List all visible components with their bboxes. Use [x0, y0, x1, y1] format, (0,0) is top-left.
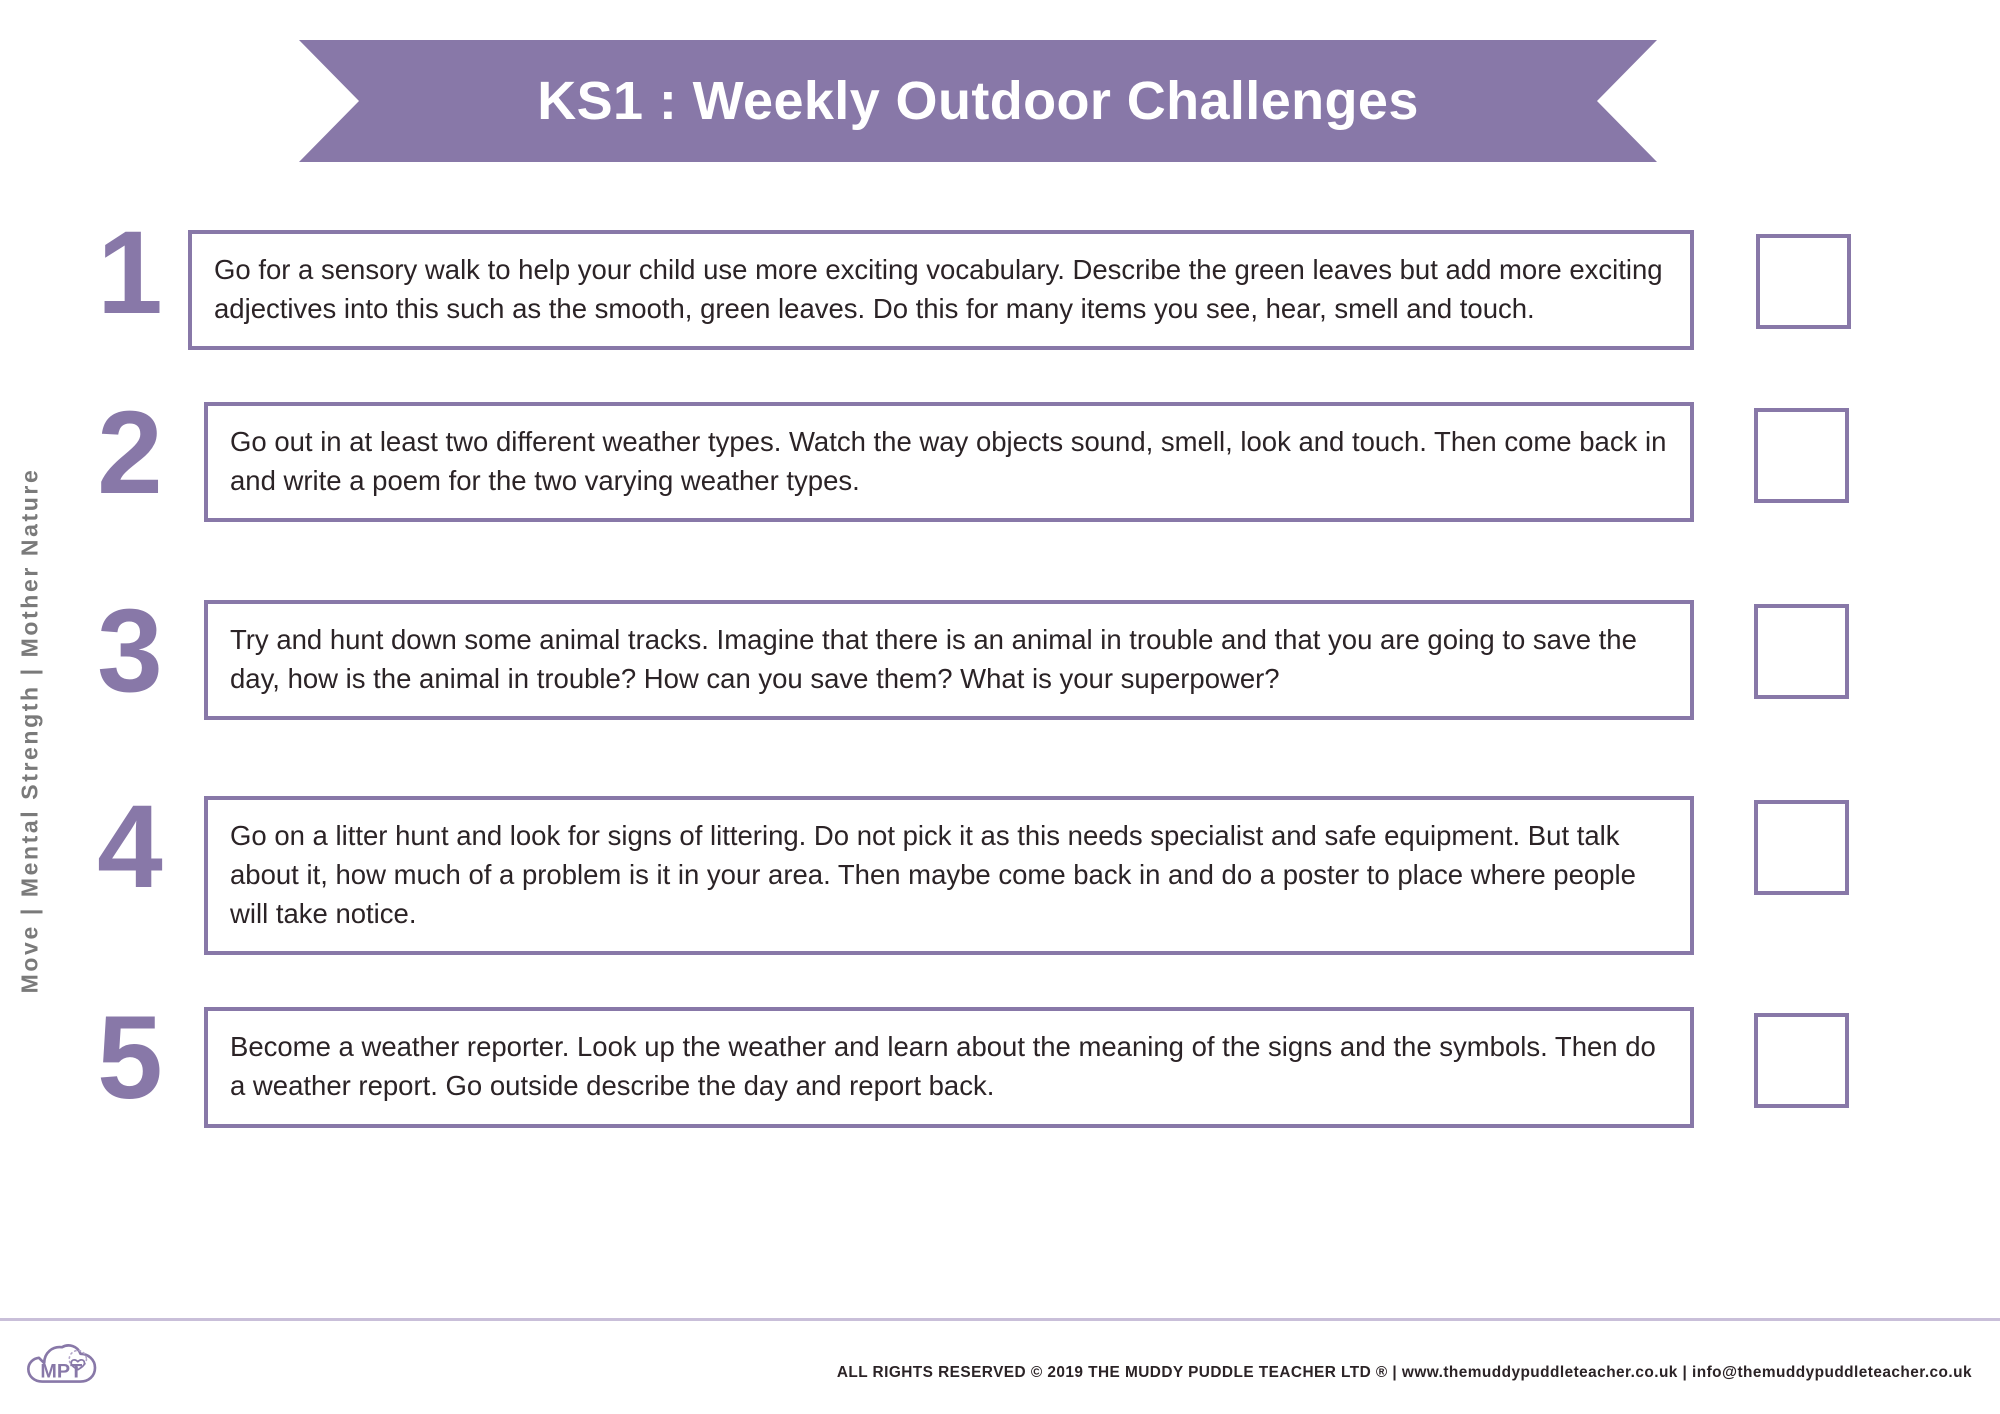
- challenge-number: 2: [97, 387, 163, 520]
- page-title: KS1 : Weekly Outdoor Challenges: [537, 71, 1419, 131]
- vertical-theme-label: Move | Mental Strength | Mother Nature: [0, 380, 60, 1080]
- challenge-row: 1 Go for a sensory walk to help your chi…: [80, 214, 1960, 351]
- header-ribbon: KS1 : Weekly Outdoor Challenges: [299, 40, 1657, 162]
- challenge-checkbox[interactable]: [1754, 408, 1849, 504]
- challenge-text-box: Go on a litter hunt and look for signs o…: [204, 796, 1694, 956]
- challenge-list: 1 Go for a sensory walk to help your chi…: [80, 214, 1960, 1128]
- challenge-text-box: Become a weather reporter. Look up the w…: [204, 1007, 1694, 1128]
- mpt-logo-text: MPT: [40, 1361, 82, 1383]
- challenge-row: 5 Become a weather reporter. Look up the…: [80, 1000, 1960, 1128]
- header-banner-area: KS1 : Weekly Outdoor Challenges: [0, 40, 2000, 162]
- footer-credit-text: ALL RIGHTS RESERVED © 2019 THE MUDDY PUD…: [836, 1364, 1972, 1381]
- footer: MPT ALL RIGHTS RESERVED © 2019 THE MUDDY…: [0, 1322, 2000, 1414]
- challenge-checkbox[interactable]: [1754, 800, 1849, 896]
- challenge-checkbox[interactable]: [1756, 234, 1851, 329]
- footer-divider: [0, 1318, 2000, 1321]
- challenge-number: 1: [97, 207, 163, 339]
- challenge-number: 4: [97, 781, 163, 914]
- challenge-row: 4 Go on a litter hunt and look for signs…: [80, 788, 1960, 956]
- mpt-cloud-logo: MPT: [22, 1338, 102, 1404]
- vertical-theme-label-text: Move | Mental Strength | Mother Nature: [16, 467, 43, 993]
- challenge-text-box: Go for a sensory walk to help your child…: [188, 230, 1694, 351]
- challenge-row: 2 Go out in at least two different weath…: [80, 394, 1960, 523]
- challenge-text-box: Try and hunt down some animal tracks. Im…: [204, 600, 1694, 721]
- challenge-row: 3 Try and hunt down some animal tracks. …: [80, 592, 1960, 721]
- challenge-number: 3: [97, 585, 163, 718]
- challenge-checkbox[interactable]: [1754, 1013, 1849, 1109]
- challenge-checkbox[interactable]: [1754, 604, 1849, 700]
- challenge-number: 5: [97, 992, 163, 1125]
- challenge-text-box: Go out in at least two different weather…: [204, 402, 1694, 523]
